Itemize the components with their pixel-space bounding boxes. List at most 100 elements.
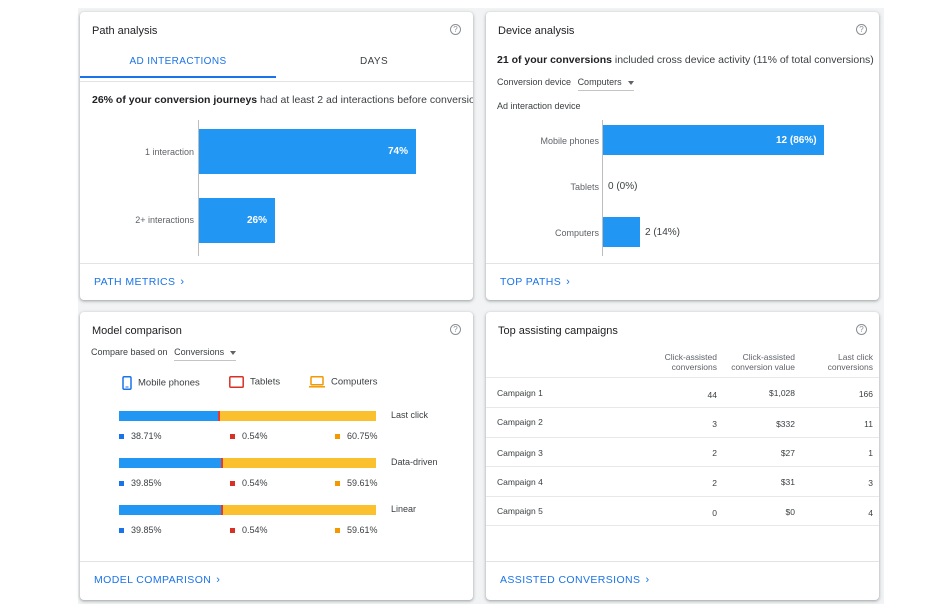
- row-divider: [486, 525, 879, 526]
- bar-label: Mobile phones: [540, 136, 599, 146]
- ad-interaction-device-label: Ad interaction device: [497, 101, 581, 111]
- chevron-right-icon: ›: [645, 574, 650, 586]
- path-analysis-card: Path analysis ? AD INTERACTIONS DAYS 26%…: [80, 12, 473, 300]
- device-summary: 21 of your conversions included cross de…: [497, 54, 874, 66]
- legend-mobile-phones: Mobile phones: [122, 376, 200, 390]
- cell-last: 166: [858, 389, 873, 399]
- bar-value: 0 (0%): [608, 181, 638, 192]
- campaign-name[interactable]: Campaign 4: [497, 477, 543, 487]
- chevron-right-icon: ›: [180, 276, 185, 288]
- cell-value: $1,028: [769, 388, 795, 398]
- pct-computers: 60.75%: [335, 431, 378, 441]
- tab-divider: [80, 81, 473, 82]
- footer-divider: [486, 561, 879, 562]
- pct-mobile: 39.85%: [119, 478, 162, 488]
- tablets-segment: [218, 411, 220, 421]
- campaign-name[interactable]: Campaign 2: [497, 417, 543, 427]
- cell-last: 11: [864, 419, 873, 429]
- bar-mobile-phones: [603, 125, 824, 155]
- footer-divider: [80, 561, 473, 562]
- computers-segment: [219, 411, 376, 421]
- card-title: Device analysis: [498, 25, 575, 37]
- help-icon[interactable]: ?: [856, 324, 867, 335]
- bar-label: 1 interaction: [144, 147, 194, 157]
- computers-segment: [222, 505, 376, 515]
- assisted-conversions-link[interactable]: ASSISTED CONVERSIONS ›: [500, 574, 650, 586]
- cell-assisted: 2: [712, 478, 717, 488]
- pct-computers: 59.61%: [335, 478, 378, 488]
- model-name-label: Last click: [391, 410, 429, 420]
- pct-tablets: 0.54%: [230, 431, 268, 441]
- cell-value: $27: [780, 448, 795, 458]
- mobile-phone-icon: [122, 376, 132, 390]
- tablets-segment: [221, 458, 223, 468]
- compare-based-on-row: Compare based on Conversions: [91, 347, 237, 361]
- row-divider: [486, 466, 879, 467]
- cell-value: $0: [785, 507, 795, 517]
- computers-segment: [222, 458, 376, 468]
- pct-computers: 59.61%: [335, 525, 378, 535]
- model-comparison-link[interactable]: MODEL COMPARISON ›: [94, 574, 221, 586]
- cell-assisted: 0: [712, 508, 717, 518]
- stacked-bar-data-driven: [119, 458, 376, 468]
- col-header-click-assisted-conversions[interactable]: Click-assisted conversions: [664, 352, 717, 372]
- bar-value: 26%: [247, 215, 268, 226]
- mobile-phones-segment: [119, 411, 219, 421]
- pct-mobile: 38.71%: [119, 431, 162, 441]
- mobile-phones-segment: [119, 458, 222, 468]
- cell-value: $31: [780, 477, 795, 487]
- col-header-last-click-conversions[interactable]: Last click conversions: [827, 352, 873, 372]
- help-icon[interactable]: ?: [450, 324, 461, 335]
- cell-value: $332: [776, 419, 795, 429]
- tab-days[interactable]: DAYS: [359, 56, 389, 67]
- help-icon[interactable]: ?: [856, 24, 867, 35]
- pct-mobile: 39.85%: [119, 525, 162, 535]
- path-metrics-link[interactable]: PATH METRICS ›: [94, 276, 185, 288]
- bar-label: Computers: [554, 228, 599, 238]
- card-title: Top assisting campaigns: [498, 325, 618, 337]
- help-icon[interactable]: ?: [450, 24, 461, 35]
- bar-value: 12 (86%): [776, 135, 817, 146]
- footer-divider: [80, 263, 473, 264]
- mobile-phones-segment: [119, 505, 222, 515]
- chevron-right-icon: ›: [216, 574, 221, 586]
- model-name-label: Data-driven: [391, 457, 438, 467]
- caret-down-icon: [230, 350, 237, 355]
- chevron-right-icon: ›: [566, 276, 571, 288]
- table-header-divider: [486, 377, 879, 378]
- chart-axis: [602, 120, 603, 256]
- model-name-label: Linear: [391, 504, 417, 514]
- legend-computers: Computers: [309, 376, 377, 388]
- cell-last: 1: [868, 448, 873, 458]
- device-analysis-card: Device analysis ? 21 of your conversions…: [486, 12, 879, 300]
- tablet-icon: [229, 376, 244, 388]
- footer-divider: [486, 263, 879, 264]
- cell-assisted: 3: [712, 419, 717, 429]
- chart-axis: [198, 120, 199, 256]
- bar-label: 2+ interactions: [135, 215, 194, 225]
- cell-last: 4: [868, 508, 873, 518]
- conversion-device-dropdown[interactable]: Computers: [577, 77, 634, 91]
- bar-value: 74%: [388, 146, 409, 157]
- stacked-bar-last-click: [119, 411, 376, 421]
- campaign-name[interactable]: Campaign 1: [497, 388, 543, 398]
- pct-tablets: 0.54%: [230, 525, 268, 535]
- stacked-bar-linear: [119, 505, 376, 515]
- campaign-name[interactable]: Campaign 3: [497, 448, 543, 458]
- tab-ad-interactions[interactable]: AD INTERACTIONS: [80, 56, 276, 78]
- col-header-click-assisted-value[interactable]: Click-assisted conversion value: [731, 352, 795, 372]
- tablets-segment: [221, 505, 223, 515]
- model-comparison-card: Model comparison ? Compare based on Conv…: [80, 312, 473, 600]
- compare-based-on-dropdown[interactable]: Conversions: [174, 347, 237, 361]
- cell-assisted: 2: [712, 448, 717, 458]
- bar-label: Tablets: [570, 182, 599, 192]
- cell-assisted: 44: [707, 390, 717, 400]
- conversion-device-row: Conversion device Computers: [497, 77, 634, 91]
- campaign-name[interactable]: Campaign 5: [497, 506, 543, 516]
- top-assisting-campaigns-card: Top assisting campaigns ? Click-assisted…: [486, 312, 879, 600]
- row-divider: [486, 437, 879, 438]
- bar-2plus-interactions: [199, 198, 275, 243]
- path-summary: 26% of your conversion journeys had at l…: [92, 94, 473, 106]
- top-paths-link[interactable]: TOP PATHS ›: [500, 276, 571, 288]
- row-divider: [486, 407, 879, 408]
